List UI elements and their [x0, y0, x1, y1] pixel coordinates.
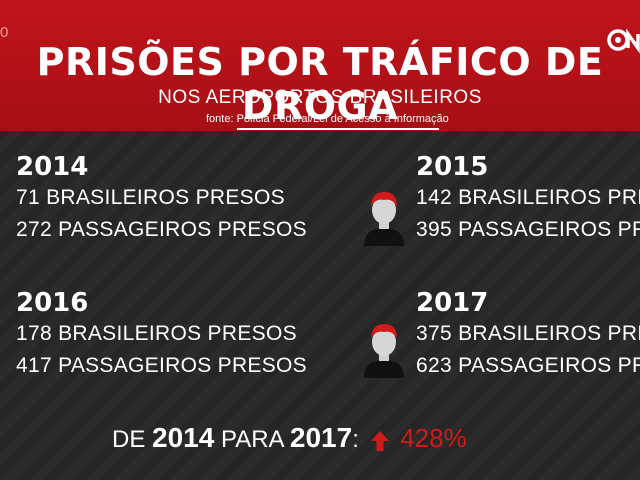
footer-to-year: 2017	[289, 422, 353, 453]
footer-para: PARA	[220, 426, 284, 453]
person-avatar-icon	[364, 324, 404, 378]
brasileiros-presos-text: 71 BRASILEIROS PRESOS	[16, 186, 285, 209]
year-block-2017: 2017 375 BRASILEIROS PRES 623 PASSAGEIRO…	[416, 288, 640, 378]
passageiros-presos-text: 417 PASSAGEIROS PRESOS	[16, 354, 307, 377]
year-label: 2017	[416, 288, 489, 318]
year-block-2015: 2015 142 BRASILEIROS PRES 395 PASSAGEIRO…	[416, 152, 640, 242]
source-underline	[237, 128, 439, 130]
footer-colon: :	[352, 426, 359, 453]
footer-from-year: 2014	[152, 422, 215, 453]
page-subtitle: NOS AEROPORTOS BRASILEIROS	[158, 87, 482, 108]
brasileiros-presos-text: 142 BRASILEIROS PRES	[416, 186, 640, 209]
year-block-2016: 2016 178 BRASILEIROS PRESOS 417 PASSAGEI…	[16, 288, 307, 378]
footer-de: DE	[112, 426, 146, 453]
page-title: PRISÕES POR TRÁFICO DE DROGA	[36, 40, 604, 128]
header-banner: 0 PRISÕES POR TRÁFICO DE DROGA NOS AEROP…	[0, 0, 640, 131]
year-label: 2016	[16, 288, 89, 318]
year-block-2014: 2014 71 BRASILEIROS PRESOS 272 PASSAGEIR…	[16, 152, 307, 242]
passageiros-presos-text: 395 PASSAGEIROS PRE	[416, 218, 640, 241]
footer-summary: DE 2014 PARA 2017: 428%	[112, 422, 467, 454]
corner-number: 0	[0, 24, 9, 41]
up-arrow-icon	[370, 430, 389, 451]
passageiros-presos-text: 623 PASSAGEIROS PRE	[416, 354, 640, 377]
brasileiros-presos-text: 375 BRASILEIROS PRES	[416, 322, 640, 345]
increase-percent: 428%	[400, 423, 467, 453]
source-text: fonte: Polícia Federal/Lei de Acesso à I…	[206, 113, 449, 125]
person-avatar-icon	[364, 192, 404, 246]
brasileiros-presos-text: 178 BRASILEIROS PRESOS	[16, 322, 297, 345]
globonews-logo-icon	[607, 28, 640, 54]
passageiros-presos-text: 272 PASSAGEIROS PRESOS	[16, 218, 307, 241]
year-label: 2014	[16, 152, 89, 182]
year-label: 2015	[416, 152, 489, 182]
